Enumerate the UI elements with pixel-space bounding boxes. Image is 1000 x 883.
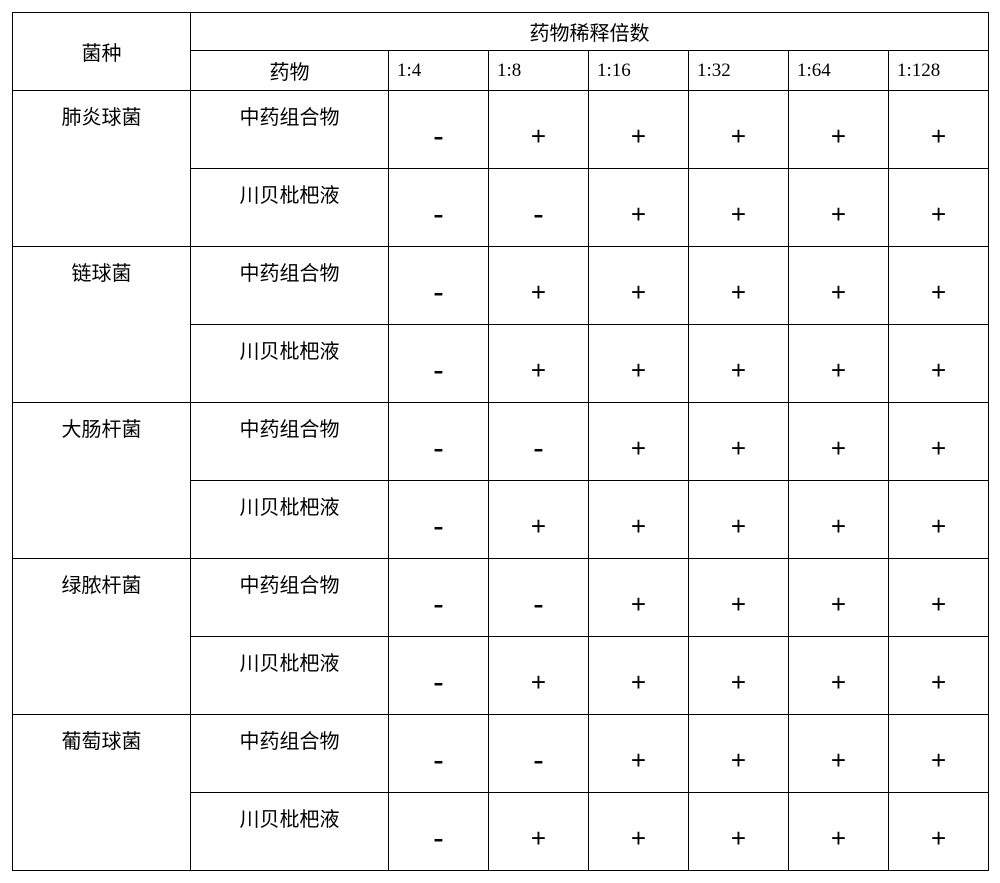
result-cell: +	[889, 403, 989, 481]
result-cell: +	[589, 481, 689, 559]
result-cell: -	[389, 169, 489, 247]
result-cell: +	[589, 247, 689, 325]
result-cell: -	[389, 91, 489, 169]
result-cell: +	[789, 559, 889, 637]
table-row: 大肠杆菌中药组合物--++++	[13, 403, 989, 481]
result-cell: +	[689, 91, 789, 169]
result-cell: +	[589, 559, 689, 637]
result-cell: -	[389, 481, 489, 559]
result-cell: +	[889, 637, 989, 715]
result-cell: +	[889, 247, 989, 325]
drug-cell: 川贝枇杷液	[191, 637, 389, 715]
table-row: 葡萄球菌中药组合物--++++	[13, 715, 989, 793]
result-cell: -	[389, 637, 489, 715]
result-cell: +	[889, 481, 989, 559]
result-cell: +	[689, 247, 789, 325]
result-cell: +	[589, 403, 689, 481]
drug-cell: 川贝枇杷液	[191, 481, 389, 559]
result-cell: +	[489, 91, 589, 169]
result-cell: -	[489, 715, 589, 793]
col-header-ratio-2: 1:16	[589, 51, 689, 91]
result-cell: +	[689, 169, 789, 247]
drug-cell: 中药组合物	[191, 91, 389, 169]
result-cell: +	[689, 793, 789, 871]
result-cell: +	[589, 325, 689, 403]
table-row: 链球菌中药组合物-+++++	[13, 247, 989, 325]
result-cell: +	[689, 325, 789, 403]
result-cell: +	[689, 481, 789, 559]
result-cell: +	[689, 715, 789, 793]
species-cell: 肺炎球菌	[13, 91, 191, 247]
col-header-ratio-0: 1:4	[389, 51, 489, 91]
col-header-ratio-3: 1:32	[689, 51, 789, 91]
col-header-ratio-1: 1:8	[489, 51, 589, 91]
col-header-drug: 药物	[191, 51, 389, 91]
result-cell: +	[789, 247, 889, 325]
result-cell: +	[789, 715, 889, 793]
result-cell: +	[589, 169, 689, 247]
result-cell: +	[789, 793, 889, 871]
table-body: 肺炎球菌中药组合物-+++++川贝枇杷液--++++链球菌中药组合物-+++++…	[13, 91, 989, 871]
result-cell: +	[889, 793, 989, 871]
result-cell: +	[889, 715, 989, 793]
result-cell: +	[889, 169, 989, 247]
drug-cell: 川贝枇杷液	[191, 793, 389, 871]
drug-cell: 川贝枇杷液	[191, 325, 389, 403]
result-cell: +	[589, 793, 689, 871]
result-cell: -	[489, 169, 589, 247]
result-cell: +	[689, 403, 789, 481]
result-cell: +	[789, 481, 889, 559]
result-cell: -	[489, 559, 589, 637]
col-header-ratio-4: 1:64	[789, 51, 889, 91]
species-cell: 链球菌	[13, 247, 191, 403]
col-header-species: 菌种	[13, 13, 191, 91]
result-cell: +	[689, 637, 789, 715]
header-row-1: 菌种 药物稀释倍数	[13, 13, 989, 51]
result-cell: +	[689, 559, 789, 637]
col-header-ratio-5: 1:128	[889, 51, 989, 91]
result-cell: -	[389, 403, 489, 481]
result-cell: +	[789, 91, 889, 169]
result-cell: +	[889, 91, 989, 169]
species-cell: 绿脓杆菌	[13, 559, 191, 715]
drug-cell: 中药组合物	[191, 715, 389, 793]
col-header-dilution-group: 药物稀释倍数	[191, 13, 989, 51]
result-cell: +	[489, 247, 589, 325]
result-cell: +	[789, 325, 889, 403]
result-cell: -	[389, 715, 489, 793]
table-row: 绿脓杆菌中药组合物--++++	[13, 559, 989, 637]
result-cell: +	[589, 91, 689, 169]
result-cell: +	[889, 325, 989, 403]
table-row: 肺炎球菌中药组合物-+++++	[13, 91, 989, 169]
result-cell: +	[489, 637, 589, 715]
result-cell: +	[589, 637, 689, 715]
result-cell: +	[489, 481, 589, 559]
result-cell: +	[789, 169, 889, 247]
result-cell: +	[789, 637, 889, 715]
result-cell: -	[389, 793, 489, 871]
result-cell: +	[589, 715, 689, 793]
result-cell: +	[789, 403, 889, 481]
species-cell: 葡萄球菌	[13, 715, 191, 871]
drug-cell: 中药组合物	[191, 559, 389, 637]
result-cell: -	[489, 403, 589, 481]
result-cell: -	[389, 247, 489, 325]
drug-cell: 中药组合物	[191, 403, 389, 481]
drug-cell: 川贝枇杷液	[191, 169, 389, 247]
species-cell: 大肠杆菌	[13, 403, 191, 559]
result-cell: -	[389, 325, 489, 403]
result-cell: -	[389, 559, 489, 637]
result-cell: +	[489, 325, 589, 403]
result-cell: +	[889, 559, 989, 637]
drug-cell: 中药组合物	[191, 247, 389, 325]
dilution-table: 菌种 药物稀释倍数 药物 1:4 1:8 1:16 1:32 1:64 1:12…	[12, 12, 989, 871]
result-cell: +	[489, 793, 589, 871]
